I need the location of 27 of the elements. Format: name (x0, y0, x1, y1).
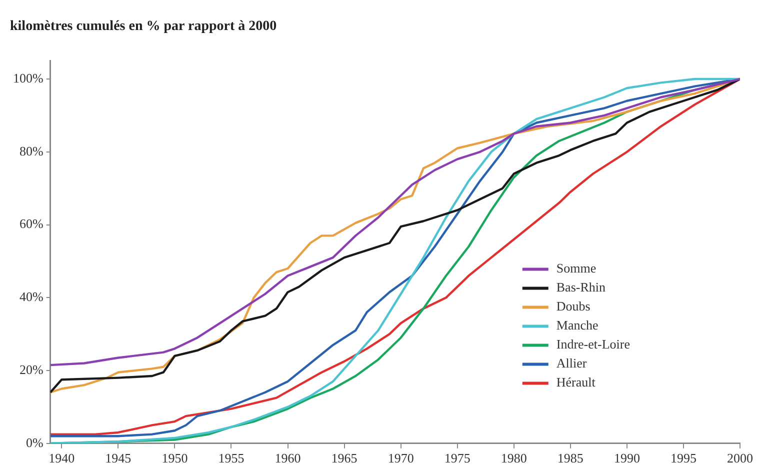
x-tick-label: 1985 (557, 450, 584, 466)
x-tick-label: 1950 (162, 450, 188, 466)
y-tick-label: 20% (19, 362, 44, 377)
x-tick-label: 1990 (614, 450, 640, 466)
y-tick-label: 80% (19, 143, 44, 158)
x-tick-label: 1965 (331, 450, 358, 466)
y-tick-label: 100% (12, 70, 44, 86)
x-tick-label: 1975 (444, 450, 470, 466)
x-tick-label: 1970 (388, 450, 414, 466)
legend-label: Hérault (556, 374, 596, 390)
x-tick-label: 1995 (670, 450, 696, 466)
y-tick-label: 0% (26, 434, 44, 450)
x-tick-label: 2000 (727, 450, 753, 466)
x-tick-label: 1945 (105, 450, 132, 466)
x-tick-label: 1980 (500, 450, 527, 466)
legend-label: Manche (556, 318, 598, 333)
x-tick-label: 1955 (218, 450, 244, 466)
legend-label: Doubs (556, 298, 590, 314)
y-tick-label: 60% (19, 216, 44, 232)
y-tick-label: 40% (19, 289, 44, 304)
x-tick-label: 1940 (48, 450, 75, 466)
legend-label: Allier (556, 356, 588, 371)
legend-label: Bas-Rhin (556, 280, 606, 295)
chart-title: kilomètres cumulés en % par rapport à 2000 (10, 19, 277, 34)
legend-label: Indre-et-Loire (556, 336, 630, 352)
legend-label: Somme (556, 260, 596, 276)
x-tick-label: 1960 (274, 450, 301, 466)
